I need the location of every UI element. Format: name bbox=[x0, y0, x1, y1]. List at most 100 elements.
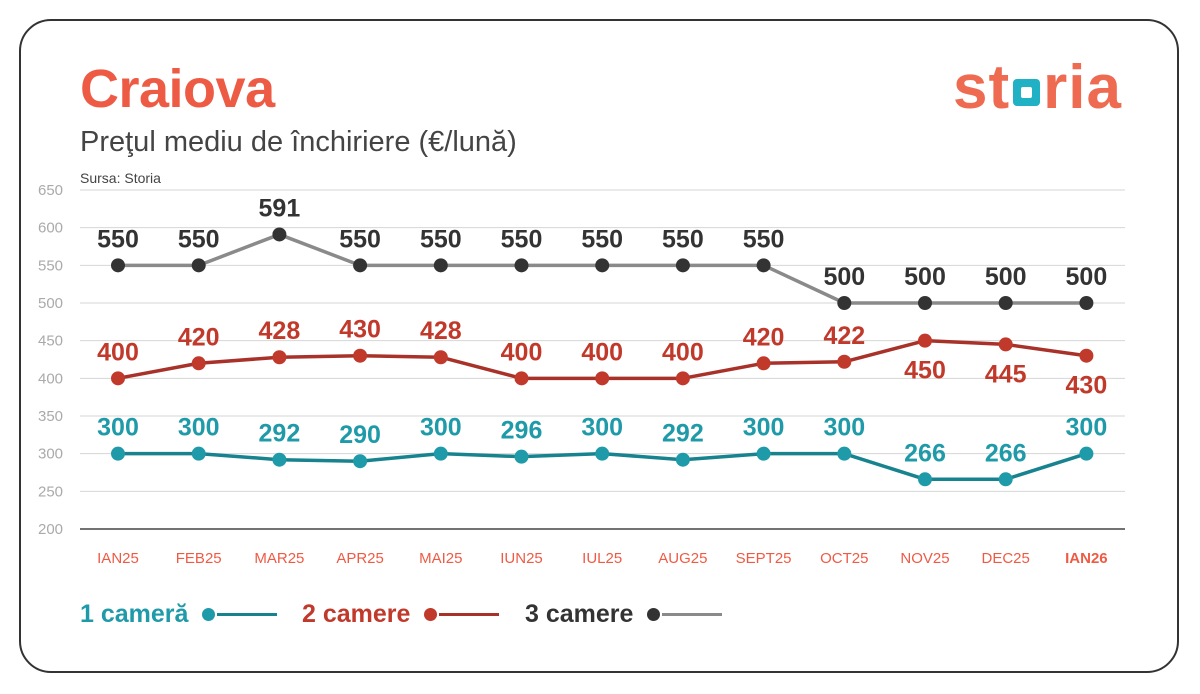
x-tick-label: DEC25 bbox=[982, 550, 1030, 567]
x-tick-label: NOV25 bbox=[900, 550, 949, 567]
data-point bbox=[433, 350, 448, 365]
y-tick-label: 550 bbox=[38, 257, 63, 274]
data-point bbox=[918, 296, 932, 310]
legend-dot-icon bbox=[202, 608, 216, 621]
x-tick-label: APR25 bbox=[336, 550, 384, 567]
data-point bbox=[111, 258, 125, 273]
data-label: 300 bbox=[420, 414, 462, 442]
data-label: 550 bbox=[743, 225, 785, 253]
data-label: 266 bbox=[904, 439, 946, 467]
chart-card bbox=[19, 19, 1179, 673]
x-tick-label: FEB25 bbox=[176, 550, 222, 567]
data-label: 290 bbox=[339, 421, 381, 449]
legend-line-icon bbox=[662, 613, 723, 616]
data-point bbox=[191, 258, 206, 273]
data-label: 591 bbox=[259, 194, 301, 222]
data-label: 550 bbox=[420, 225, 462, 253]
data-label: 550 bbox=[581, 225, 623, 253]
data-point bbox=[272, 350, 287, 365]
data-point bbox=[675, 452, 690, 467]
data-label: 300 bbox=[581, 414, 623, 442]
data-label: 296 bbox=[501, 417, 543, 445]
y-tick-label: 500 bbox=[38, 295, 63, 312]
data-point bbox=[756, 356, 771, 371]
x-tick-label: IUN25 bbox=[500, 550, 543, 567]
data-label: 300 bbox=[1066, 414, 1108, 442]
data-point bbox=[837, 296, 852, 310]
data-point bbox=[191, 356, 206, 371]
data-label: 422 bbox=[823, 322, 865, 350]
legend: 1 cameră 2 camere 3 camere bbox=[0, 600, 1200, 640]
data-label: 420 bbox=[178, 323, 220, 351]
data-label: 550 bbox=[662, 225, 704, 253]
data-label: 300 bbox=[97, 414, 139, 442]
data-label: 266 bbox=[985, 439, 1027, 467]
logo-text-right: ria bbox=[1043, 53, 1122, 122]
y-tick-label: 600 bbox=[38, 220, 63, 237]
data-label: 400 bbox=[501, 338, 543, 366]
data-point bbox=[1079, 296, 1094, 310]
data-label: 292 bbox=[259, 420, 301, 448]
series-layer bbox=[111, 227, 1094, 487]
data-point bbox=[837, 446, 852, 461]
data-label: 300 bbox=[823, 414, 865, 442]
x-tick-label: MAI25 bbox=[419, 550, 462, 567]
data-label: 550 bbox=[339, 225, 381, 253]
data-point bbox=[433, 446, 448, 461]
data-label: 500 bbox=[985, 263, 1027, 291]
x-tick-label: IAN26 bbox=[1065, 550, 1108, 567]
chart-title: Craiova bbox=[80, 59, 275, 119]
data-point bbox=[111, 446, 125, 461]
data-label: 550 bbox=[97, 225, 139, 253]
data-label: 300 bbox=[178, 414, 220, 442]
data-point bbox=[111, 371, 125, 386]
chart-subtitle: Preţul mediu de închiriere (€/lună) bbox=[80, 126, 517, 158]
data-label: 428 bbox=[420, 317, 462, 345]
data-point bbox=[756, 258, 771, 273]
data-point bbox=[595, 446, 610, 461]
y-tick-label: 350 bbox=[38, 408, 63, 425]
data-point bbox=[272, 452, 287, 467]
x-tick-label: AUG25 bbox=[658, 550, 707, 567]
data-label: 400 bbox=[662, 338, 704, 366]
data-point bbox=[595, 258, 610, 273]
x-tick-label: SEPT25 bbox=[736, 550, 792, 567]
data-label: 450 bbox=[904, 357, 946, 385]
data-label: 500 bbox=[904, 263, 946, 291]
legend-label-1-camera: 1 cameră bbox=[80, 600, 189, 628]
data-label: 550 bbox=[178, 225, 220, 253]
data-label: 430 bbox=[1066, 372, 1108, 400]
data-point bbox=[1079, 446, 1094, 461]
y-tick-label: 450 bbox=[38, 333, 63, 350]
legend-item-1-camera: 1 cameră bbox=[80, 600, 278, 629]
x-tick-label: OCT25 bbox=[820, 550, 868, 567]
data-label: 550 bbox=[501, 225, 543, 253]
x-tick-label: MAR25 bbox=[254, 550, 304, 567]
data-label: 430 bbox=[339, 316, 381, 344]
logo-square-icon bbox=[1013, 79, 1041, 106]
y-tick-label: 250 bbox=[38, 483, 63, 500]
data-label: 500 bbox=[823, 263, 865, 291]
legend-dot-icon bbox=[424, 608, 438, 621]
data-point bbox=[595, 371, 610, 386]
data-point bbox=[353, 258, 368, 273]
data-point bbox=[998, 472, 1013, 487]
axis-layer: 200 250 300 350 400 450 500 550 600 650 IAN25 FEB25… bbox=[38, 182, 1125, 567]
data-point bbox=[837, 354, 852, 369]
y-tick-label: 300 bbox=[38, 446, 63, 463]
legend-label-2-camere: 2 camere bbox=[302, 600, 411, 628]
data-point bbox=[191, 446, 206, 461]
data-point bbox=[433, 258, 448, 273]
y-tick-label: 200 bbox=[38, 521, 63, 538]
data-point bbox=[1079, 348, 1094, 363]
data-point bbox=[675, 258, 690, 273]
data-label: 500 bbox=[1066, 263, 1108, 291]
data-point bbox=[514, 258, 529, 273]
legend-item-2-camere: 2 camere bbox=[302, 600, 500, 629]
x-tick-label: IUL25 bbox=[582, 550, 622, 567]
logo-text-left: st bbox=[953, 53, 1011, 122]
legend-line-icon bbox=[439, 613, 500, 616]
data-label: 445 bbox=[985, 360, 1027, 388]
storia-logo: st ria bbox=[953, 52, 1122, 122]
